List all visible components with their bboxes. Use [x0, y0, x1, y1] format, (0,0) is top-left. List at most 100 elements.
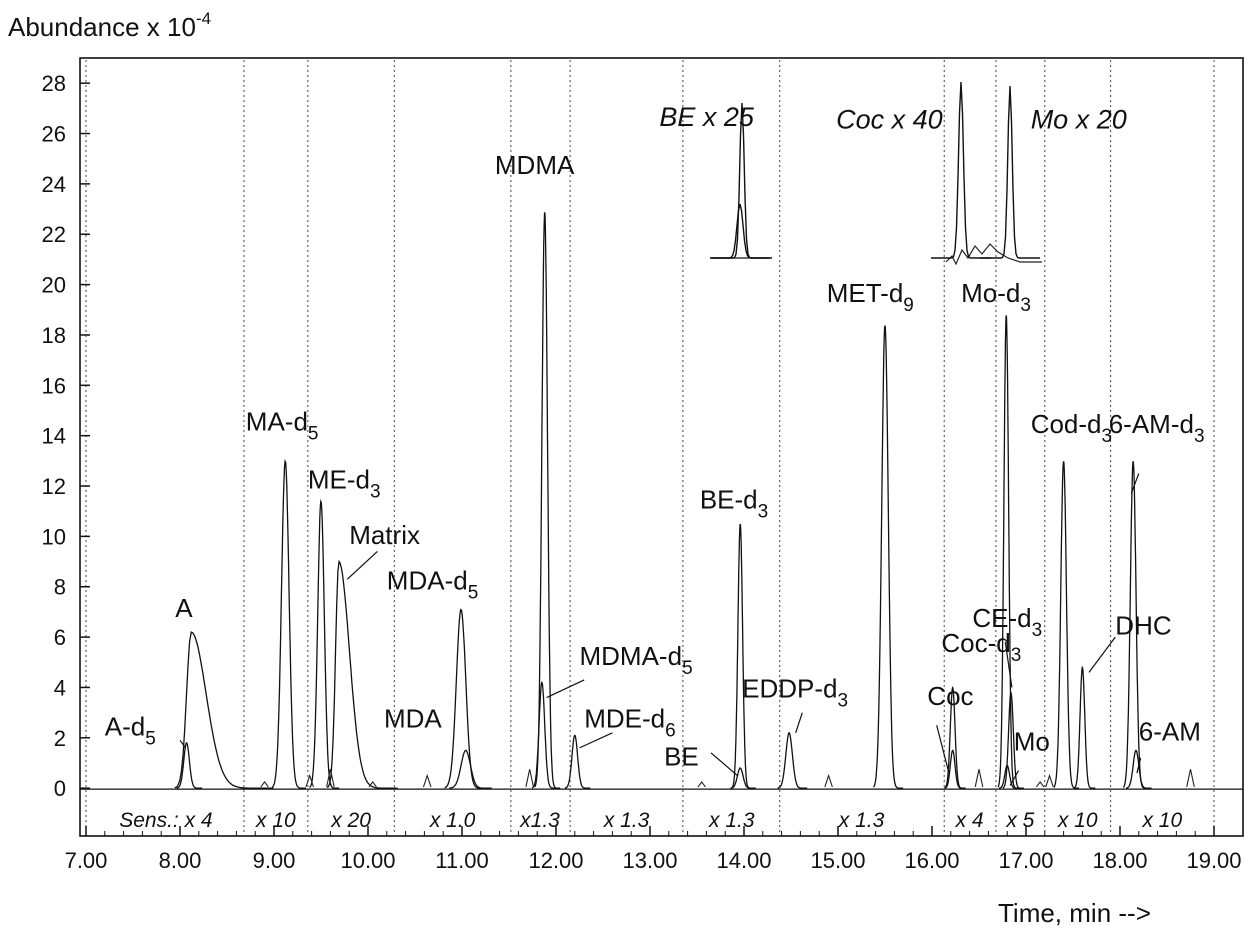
baseline-noise: [1035, 780, 1045, 788]
peak-label: Matrix: [349, 520, 420, 550]
peak-label: MDA-d5: [387, 565, 478, 603]
peak-trace: [444, 608, 487, 789]
peak-label: A: [175, 593, 193, 623]
peak-label: MA-d5: [246, 407, 319, 445]
peak-label-main: MA-d: [246, 407, 308, 437]
baseline-noise: [824, 773, 833, 788]
peak-label-main: BE: [664, 742, 699, 772]
peak-trace: [1002, 691, 1024, 789]
peak-label-main: Matrix: [349, 520, 420, 550]
peak-label-subscript: 9: [903, 295, 914, 316]
x-tick-label: 14.00: [716, 848, 771, 873]
peak-trace: [777, 731, 808, 789]
sensitivity-label: Sens.: x 4: [119, 809, 212, 832]
peak-label-subscript: 3: [837, 691, 848, 712]
sensitivity-label: x1.3: [519, 809, 560, 832]
leader-line: [710, 752, 738, 777]
peak-label-main: MDA-d: [387, 565, 468, 595]
y-tick-label: 24: [42, 172, 66, 197]
sensitivity-label: x 1.0: [429, 809, 476, 832]
y-tick-label: 2: [54, 726, 66, 751]
y-tick-label: 20: [42, 273, 66, 298]
peak-label-main: ME-d: [308, 465, 370, 495]
peak-label: MET-d9: [827, 278, 914, 316]
x-tick-label: 15.00: [810, 848, 865, 873]
peak-trace: [944, 749, 966, 789]
peak-label-main: 6-AM: [1139, 716, 1201, 746]
x-tick-label: 19.00: [1186, 848, 1241, 873]
leader-line: [179, 739, 187, 749]
y-tick-label: 10: [42, 524, 66, 549]
leader-line: [1004, 642, 1013, 688]
peak-trace: [531, 681, 558, 789]
baseline-noise: [1186, 769, 1195, 788]
sensitivity-label: x 1.3: [838, 809, 885, 832]
y-tick-label: 28: [42, 71, 66, 96]
peak-trace: [1073, 665, 1096, 789]
peak-trace: [564, 734, 591, 789]
peak-label-main: 6-AM-d: [1109, 409, 1194, 439]
y-tick-label: 16: [42, 373, 66, 398]
inset-mo-peak: [980, 85, 1040, 259]
peak-label: CE-d3: [972, 603, 1042, 641]
x-tick-label: 10.00: [340, 848, 395, 873]
y-tick-label: 8: [54, 575, 66, 600]
peak-label-main: BE-d: [700, 485, 758, 515]
y-tick-label: 26: [42, 122, 66, 147]
x-tick-label: 18.00: [1092, 848, 1147, 873]
sensitivity-label: x 10: [1057, 809, 1098, 832]
inset-noise: [945, 243, 1042, 266]
peak-label-main: Coc-d: [941, 628, 1010, 658]
peak-label: Coc: [927, 681, 973, 711]
peak-trace: [449, 749, 492, 789]
peak-label: MDA: [384, 704, 442, 734]
peak-label-subscript: 5: [308, 424, 319, 445]
x-tick-label: 12.00: [528, 848, 583, 873]
peak-label-main: Cod-d: [1031, 409, 1102, 439]
baseline-noise: [974, 769, 984, 788]
leader-line: [579, 732, 613, 749]
y-tick-label: 12: [42, 474, 66, 499]
x-tick-label: 8.00: [159, 848, 202, 873]
y-tick-label: 4: [54, 675, 66, 700]
peak-trace: [326, 559, 398, 789]
y-tick-label: 0: [54, 776, 66, 801]
leader-line: [936, 725, 950, 774]
x-tick-label: 17.00: [998, 848, 1053, 873]
peak-label: MDMA-d5: [580, 641, 693, 679]
peak-label-main: EDDP-d: [742, 674, 837, 704]
peak-label-main: MDMA: [495, 150, 575, 180]
peak-label: 6-AM-d3: [1109, 409, 1205, 447]
x-tick-label: 16.00: [904, 848, 959, 873]
peak-label-main: CE-d: [972, 603, 1031, 633]
leader-line: [346, 551, 378, 580]
x-tick-label: 11.00: [435, 848, 488, 873]
peak-label: Coc-d3: [941, 628, 1021, 666]
inset-label: Coc x 40: [836, 104, 943, 134]
peak-trace: [730, 767, 756, 789]
peak-label-main: DHC: [1115, 611, 1171, 641]
peak-trace: [534, 212, 561, 789]
peak-trace: [1053, 461, 1080, 789]
sensitivity-label: x 4: [955, 809, 984, 832]
peak-label-main: Mo: [1014, 726, 1050, 756]
leader-line: [546, 679, 585, 699]
peak-label-main: MET-d: [827, 278, 904, 308]
sensitivity-label: x 1.3: [603, 809, 650, 832]
sensitivity-label: x 10: [255, 809, 296, 832]
peak-label-main: MDMA-d: [580, 641, 683, 671]
peak-label-subscript: 5: [145, 728, 156, 749]
leader-line: [1009, 770, 1020, 786]
peak-label: A-d5: [105, 711, 156, 749]
peak-label-subscript: 6: [665, 721, 676, 742]
peak-label-main: Mo-d: [961, 278, 1020, 308]
baseline-noise: [368, 780, 377, 788]
baseline-noise: [525, 769, 534, 788]
baseline-noise: [1045, 773, 1054, 788]
peak-label: MDE-d6: [584, 704, 675, 742]
peak-label-main: MDE-d: [584, 704, 665, 734]
peak-label: EDDP-d3: [742, 674, 848, 712]
peak-label-subscript: 3: [1194, 426, 1205, 447]
y-tick-label: 14: [42, 424, 66, 449]
